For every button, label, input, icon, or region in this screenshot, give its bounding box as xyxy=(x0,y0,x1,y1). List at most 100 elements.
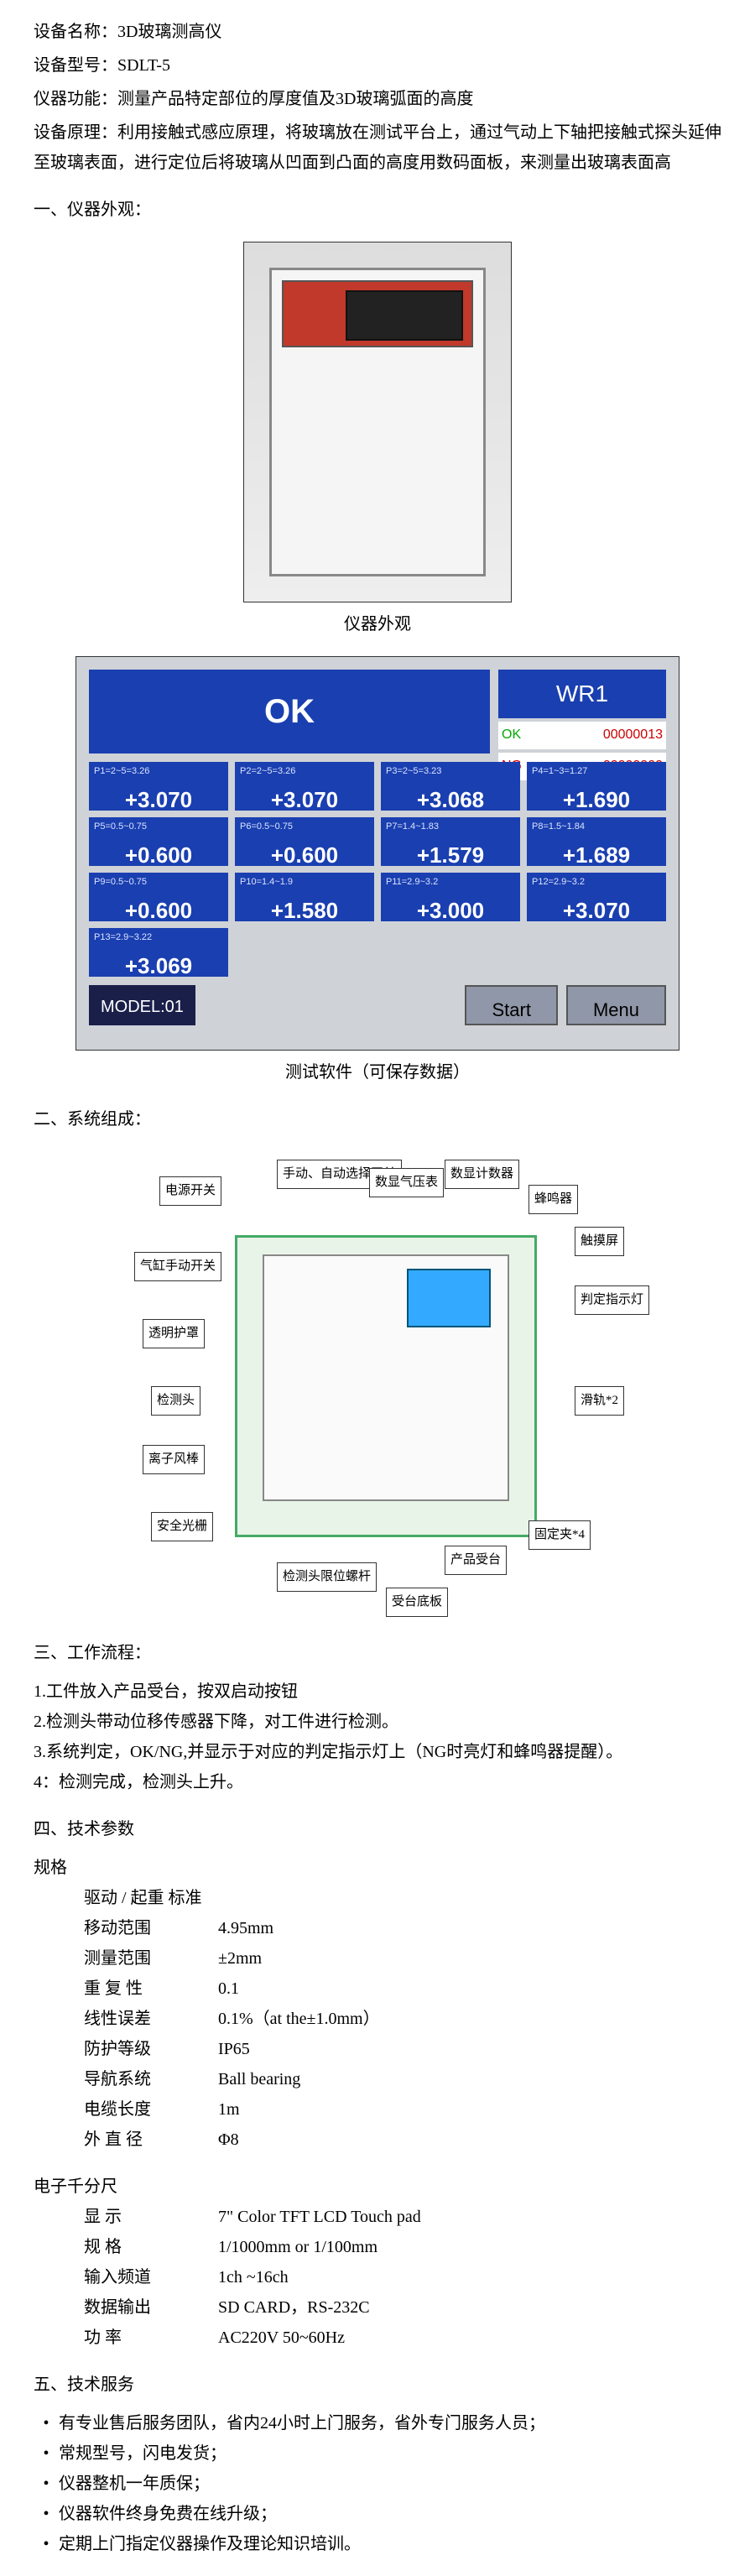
workflow-step1: 1.工件放入产品受台，按双启动按钮 xyxy=(34,1676,721,1707)
services-list: •有专业售后服务团队，省内24小时上门服务，省外专门服务人员；•常规型号，闪电发… xyxy=(34,2408,721,2559)
label: 设备名称： xyxy=(34,23,117,41)
sw-cell-value: +3.000 xyxy=(386,891,515,931)
value: 00000013 xyxy=(535,723,663,748)
spec-value: AC220V 50~60Hz xyxy=(218,2323,345,2353)
section2-title: 二、系统组成： xyxy=(34,1104,721,1134)
spec-subtitle1: 规格 xyxy=(34,1853,721,1883)
dl-touch: 触摸屏 xyxy=(575,1227,624,1256)
sw-wr-panel: WR1 OK 00000013 NG 00000000 xyxy=(498,670,666,754)
sw-cell-7: P8=1.5~1.84+1.689 xyxy=(527,817,666,866)
spec-row: 测量范围±2mm xyxy=(34,1943,721,1974)
spec-subtitle2: 电子千分尺 xyxy=(34,2172,721,2202)
dl-judge: 判定指示灯 xyxy=(575,1285,649,1315)
service-item: •仪器整机一年质保； xyxy=(34,2469,721,2499)
sw-grid: P1=2~5=3.26+3.070P2=2~5=3.26+3.070P3=2~5… xyxy=(89,762,666,977)
sw-cell-small: P9=0.5~0.75 xyxy=(94,874,223,891)
spec-group1-title: 驱动 / 起重 标准 xyxy=(34,1883,721,1913)
section3-title: 三、工作流程： xyxy=(34,1638,721,1668)
spec-row: 电缆长度1m xyxy=(34,2094,721,2125)
label: 设备原理： xyxy=(34,123,117,142)
diagram-touchscreen xyxy=(407,1269,491,1327)
dl-probe: 检测头 xyxy=(151,1386,200,1416)
sw-start-button[interactable]: Start xyxy=(465,985,557,1025)
spec-row: 显 示7" Color TFT LCD Touch pad xyxy=(34,2202,721,2232)
sw-cell-1: P2=2~5=3.26+3.070 xyxy=(235,762,374,811)
section4-title: 四、技术参数 xyxy=(34,1814,721,1844)
sw-cell-value: +3.069 xyxy=(94,946,223,986)
sw-ok-panel: OK xyxy=(89,670,490,754)
service-text: 仪器整机一年质保； xyxy=(59,2469,210,2499)
sw-cell-small: P13=2.9~3.22 xyxy=(94,930,223,946)
label: OK xyxy=(502,723,535,748)
sw-cell-value: +0.600 xyxy=(94,836,223,875)
workflow-step3: 3.系统判定，OK/NG,并显示于对应的判定指示灯上（NG时亮灯和蜂鸣器提醒）。 xyxy=(34,1737,721,1767)
dl-counter: 数显计数器 xyxy=(445,1160,519,1189)
spec-label: 导航系统 xyxy=(84,2064,218,2094)
spec-row: 防护等级IP65 xyxy=(34,2034,721,2064)
spec-label: 功 率 xyxy=(84,2323,218,2353)
sw-cell-value: +1.579 xyxy=(386,836,515,875)
machine-screen xyxy=(346,290,463,341)
spec-label: 输入频道 xyxy=(84,2262,218,2292)
workflow-step4: 4：检测完成，检测头上升。 xyxy=(34,1767,721,1797)
service-text: 有专业售后服务团队，省内24小时上门服务，省外专门服务人员； xyxy=(59,2408,545,2438)
dl-base: 受台底板 xyxy=(386,1588,448,1617)
specs2-list: 显 示7" Color TFT LCD Touch pad规 格1/1000mm… xyxy=(34,2202,721,2353)
device-model-line: 设备型号：SDLT-5 xyxy=(34,50,721,81)
sw-cell-small: P4=1~3=1.27 xyxy=(532,764,661,780)
sw-cell-5: P6=0.5~0.75+0.600 xyxy=(235,817,374,866)
service-item: •有专业售后服务团队，省内24小时上门服务，省外专门服务人员； xyxy=(34,2408,721,2438)
spec-label: 规 格 xyxy=(84,2232,218,2262)
software-screenshot: OK WR1 OK 00000013 NG 00000000 P1=2~5=3.… xyxy=(76,656,680,1051)
sw-cell-11: P12=2.9~3.2+3.070 xyxy=(527,873,666,921)
sw-model-label: MODEL:01 xyxy=(89,985,195,1025)
sw-cell-small: P7=1.4~1.83 xyxy=(386,819,515,836)
spec-value: ±2mm xyxy=(218,1943,262,1974)
sw-cell-value: +0.600 xyxy=(240,836,369,875)
sw-wr-title: WR1 xyxy=(498,670,666,718)
sw-cell-6: P7=1.4~1.83+1.579 xyxy=(381,817,520,866)
device-principle-line: 设备原理：利用接触式感应原理，将玻璃放在测试平台上，通过气动上下轴把接触式探头延… xyxy=(34,117,721,178)
label: 仪器功能： xyxy=(34,90,117,108)
spec-value: 1m xyxy=(218,2094,240,2125)
sw-menu-button[interactable]: Menu xyxy=(566,985,666,1025)
device-function-line: 仪器功能：测量产品特定部位的厚度值及3D玻璃弧面的高度 xyxy=(34,84,721,114)
service-text: 常规型号，闪电发货； xyxy=(59,2438,226,2469)
machine-photo xyxy=(243,242,512,602)
dl-pressure: 数显气压表 xyxy=(369,1168,444,1197)
spec-row: 规 格1/1000mm or 1/100mm xyxy=(34,2232,721,2262)
sw-cell-small: P3=2~5=3.23 xyxy=(386,764,515,780)
spec-row: 输入频道1ch ~16ch xyxy=(34,2262,721,2292)
sw-cell-value: +3.070 xyxy=(94,780,223,820)
dl-cylinder: 气缸手动开关 xyxy=(134,1252,221,1281)
spec-value: SD CARD，RS-232C xyxy=(218,2292,370,2323)
diagram-inner xyxy=(263,1254,509,1501)
sw-cell-9: P10=1.4~1.9+1.580 xyxy=(235,873,374,921)
spec-label: 测量范围 xyxy=(84,1943,218,1974)
sw-cell-value: +3.068 xyxy=(386,780,515,820)
spec-value: 1ch ~16ch xyxy=(218,2262,289,2292)
dl-buzzer: 蜂鸣器 xyxy=(528,1185,578,1214)
dl-clamp: 固定夹*4 xyxy=(528,1520,591,1550)
spec-label: 防护等级 xyxy=(84,2034,218,2064)
value: SDLT-5 xyxy=(117,56,170,75)
section5-title: 五、技术服务 xyxy=(34,2370,721,2400)
service-text: 定期上门指定仪器操作及理论知识培训。 xyxy=(59,2529,361,2559)
diagram-machine-body xyxy=(235,1235,537,1537)
spec-label: 外 直 径 xyxy=(84,2125,218,2155)
dl-ion: 离子风棒 xyxy=(143,1445,205,1474)
workflow-step2: 2.检测头带动位移传感器下降，对工件进行检测。 xyxy=(34,1707,721,1737)
sw-cell-10: P11=2.9~3.2+3.000 xyxy=(381,873,520,921)
sw-cell-value: +3.070 xyxy=(240,780,369,820)
device-name-line: 设备名称：3D玻璃测高仪 xyxy=(34,17,721,47)
spec-row: 重 复 性0.1 xyxy=(34,1974,721,2004)
spec-label: 电缆长度 xyxy=(84,2094,218,2125)
spec-value: 1/1000mm or 1/100mm xyxy=(218,2232,378,2262)
spec-value: IP65 xyxy=(218,2034,250,2064)
sw-cell-12: P13=2.9~3.22+3.069 xyxy=(89,928,228,977)
caption-machine: 仪器外观 xyxy=(34,609,721,639)
spec-label: 移动范围 xyxy=(84,1913,218,1943)
spec-row: 数据输出SD CARD，RS-232C xyxy=(34,2292,721,2323)
caption-software: 测试软件（可保存数据） xyxy=(34,1057,721,1087)
service-item: •定期上门指定仪器操作及理论知识培训。 xyxy=(34,2529,721,2559)
